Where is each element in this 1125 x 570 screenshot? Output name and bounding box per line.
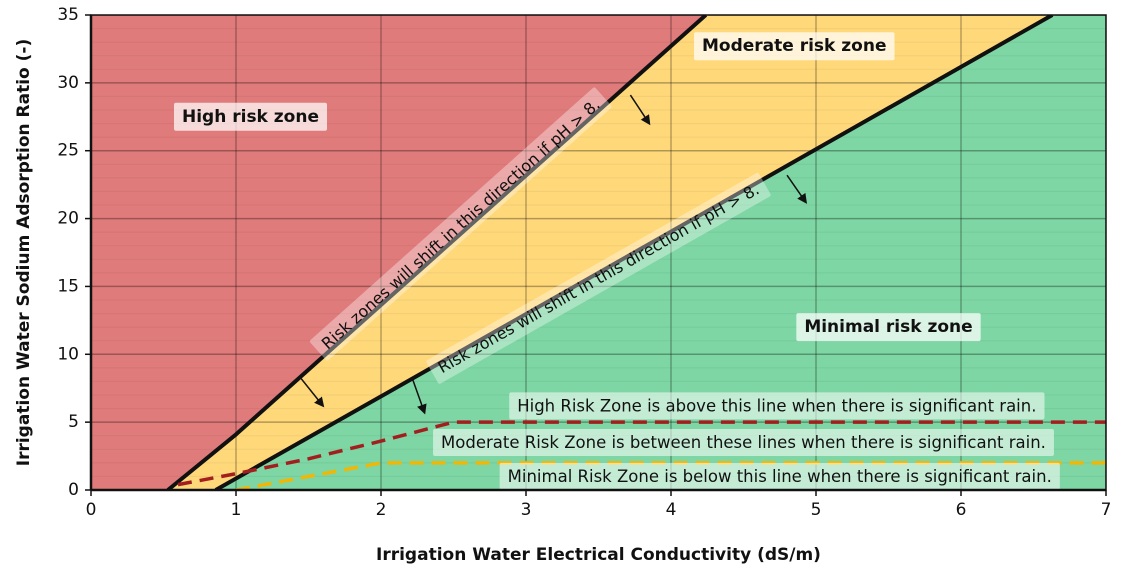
x-tick-label: 7: [1101, 500, 1112, 520]
y-tick-label: 30: [57, 73, 79, 93]
zone-boundaries: [166, 15, 1054, 490]
zone-label-minimal-text: Minimal risk zone: [804, 317, 972, 337]
minimal-risk-zone-area: [215, 15, 1106, 490]
high-rain-line: [177, 420, 1106, 487]
x-tick-label: 1: [231, 500, 242, 520]
zone-label-moderate: Moderate risk zone: [694, 32, 895, 61]
zone-label-high: High risk zone: [173, 102, 328, 131]
moderate-risk-zone-area: [167, 15, 1053, 490]
shift-arrows: [300, 94, 807, 415]
shift-arrow: [412, 379, 427, 415]
y-tick-label: 0: [68, 480, 79, 500]
zone-label-moderate-text: Moderate risk zone: [702, 36, 887, 56]
rain-label-between: Moderate Risk Zone is between these line…: [433, 429, 1054, 456]
moderate-boundary: [214, 15, 1054, 490]
rain-label-above-box: [509, 392, 1045, 420]
x-tick-label: 4: [666, 500, 677, 520]
shift-note-moderate-box: [426, 172, 771, 384]
y-axis-title: Irrigation Water Sodium Adsorption Ratio…: [14, 39, 34, 466]
y-tick-label: 10: [57, 344, 79, 364]
rain-label-between-box: [433, 429, 1054, 456]
rain-label-below-box: [499, 462, 1060, 490]
zone-label-minimal: Minimal risk zone: [796, 313, 981, 342]
y-tick-label: 5: [68, 412, 79, 432]
x-tick-label: 3: [521, 500, 532, 520]
rain-lines: [177, 420, 1106, 490]
zone-label-high-box: [173, 102, 328, 131]
risk-zones: [91, 15, 1106, 490]
x-tick-label: 6: [956, 500, 967, 520]
rain-label-between-text: Moderate Risk Zone is between these line…: [441, 433, 1046, 452]
zone-label-high-text: High risk zone: [182, 107, 319, 127]
rain-label-below: Minimal Risk Zone is below this line whe…: [499, 462, 1060, 490]
x-tick-label: 2: [376, 500, 387, 520]
x-tick-label: 5: [811, 500, 822, 520]
shift-arrow: [629, 94, 651, 126]
moderate-rain-line: [235, 461, 1106, 490]
high-risk-zone-area: [91, 15, 706, 490]
shift-note-high-box: [309, 87, 612, 361]
y-tick-label: 15: [57, 276, 79, 296]
y-tick-label: 25: [57, 141, 79, 161]
shift-arrow: [300, 378, 325, 408]
y-tick-label: 35: [57, 5, 79, 25]
axes: 0 1 2 3 4 5 6 7 0 5 10 15 20 25 30 35 Irrigation Water E…: [14, 5, 1111, 565]
rain-label-below-text: Minimal Risk Zone is below this line whe…: [508, 467, 1052, 486]
zone-label-moderate-box: [694, 32, 895, 61]
y-tick-label: 20: [57, 209, 79, 229]
high-boundary: [166, 15, 708, 490]
rain-label-above: High Risk Zone is above this line when t…: [509, 392, 1045, 420]
zone-label-minimal-box: [796, 313, 981, 342]
rain-label-above-text: High Risk Zone is above this line when t…: [517, 396, 1036, 415]
x-tick-label: 0: [86, 500, 97, 520]
shift-arrow: [786, 174, 807, 204]
x-axis-title: Irrigation Water Electrical Conductivity…: [376, 545, 821, 565]
